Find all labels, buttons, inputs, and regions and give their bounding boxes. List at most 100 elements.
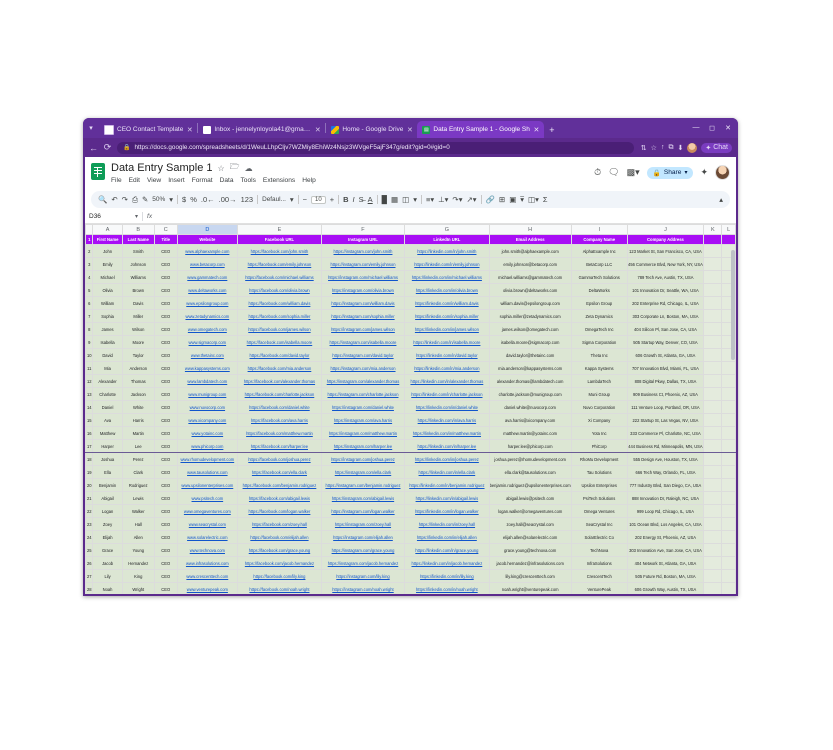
- table-cell[interactable]: Sigma Corporation: [570, 335, 628, 349]
- table-row[interactable]: 4 Michael Williams CEO www.gammatech.com http…: [85, 270, 736, 284]
- table-cell[interactable]: [721, 426, 736, 440]
- row-header[interactable]: 28: [85, 582, 94, 594]
- column-header-l[interactable]: L: [721, 224, 736, 235]
- table-cell[interactable]: www.xicompany.com: [176, 413, 239, 427]
- table-row[interactable]: 12 Alexander Thomas CEO www.lambdatech.com ht…: [85, 374, 736, 388]
- browser-tab-2[interactable]: Home - Google Drive ✕: [326, 121, 417, 138]
- table-cell[interactable]: Harris: [121, 413, 155, 427]
- table-cell[interactable]: Brown: [121, 283, 155, 297]
- table-cell[interactable]: Harper: [92, 439, 123, 453]
- row-header[interactable]: 18: [85, 452, 94, 466]
- table-cell[interactable]: Muni Group: [570, 387, 628, 401]
- table-cell[interactable]: [703, 569, 723, 583]
- sum-icon[interactable]: Σ: [542, 195, 548, 204]
- gemini-sparkle-icon[interactable]: ✦: [700, 167, 708, 177]
- star-icon[interactable]: ☆: [217, 163, 225, 173]
- table-cell[interactable]: Omega Ventures: [570, 504, 628, 518]
- table-cell[interactable]: 707 Innovation Blvd, Miami, FL, USA: [626, 361, 705, 375]
- back-icon[interactable]: ←: [89, 142, 98, 153]
- table-cell[interactable]: https://facebook.com/olivia.brown: [237, 283, 322, 297]
- table-cell[interactable]: Taylor: [121, 348, 155, 362]
- table-cell[interactable]: https://linkedin.com/in/david.taylor: [404, 348, 490, 362]
- table-cell[interactable]: https://facebook.com/grace.young: [237, 543, 322, 557]
- table-cell[interactable]: Wright: [121, 582, 155, 594]
- column-header-g[interactable]: G: [404, 224, 490, 235]
- table-cell[interactable]: [721, 439, 736, 453]
- header-cell[interactable]: Instagram URL: [320, 234, 406, 245]
- search-icon[interactable]: 🔍: [98, 195, 108, 204]
- table-cell[interactable]: Davis: [121, 296, 155, 310]
- table-cell[interactable]: [703, 556, 723, 570]
- table-cell[interactable]: CEO: [153, 582, 178, 594]
- table-cell[interactable]: Theta Inc: [570, 348, 628, 362]
- table-cell[interactable]: Wilson: [121, 322, 155, 336]
- table-cell[interactable]: Epsilon Group: [570, 296, 628, 310]
- column-header-j[interactable]: J: [626, 224, 705, 235]
- row-header[interactable]: 12: [85, 374, 94, 388]
- table-cell[interactable]: https://facebook.com/emily.johnson: [237, 257, 322, 271]
- table-cell[interactable]: www.psitech.com: [176, 491, 239, 505]
- table-row[interactable]: 9 Isabella Moore CEO www.sigmacorp.com https:…: [85, 335, 736, 349]
- text-color-icon[interactable]: A: [367, 195, 373, 204]
- table-cell[interactable]: Grace: [92, 543, 123, 557]
- chevron-down-icon[interactable]: ▾: [135, 214, 139, 220]
- table-cell[interactable]: Joshua: [92, 452, 123, 466]
- table-cell[interactable]: https://linkedin.com/in/joshua.perez: [404, 452, 490, 466]
- table-cell[interactable]: www.infrasolutions.com: [176, 556, 239, 570]
- table-cell[interactable]: 303 Innovation Ave, San Jose, CA, USA: [626, 543, 705, 557]
- table-cell[interactable]: [703, 270, 723, 284]
- table-cell[interactable]: Isabella: [92, 335, 123, 349]
- table-cell[interactable]: William: [92, 296, 123, 310]
- table-cell[interactable]: [721, 491, 736, 505]
- table-cell[interactable]: CEO: [153, 400, 178, 414]
- spreadsheet-grid[interactable]: A B C D E F G H I J K L 1 First Name Last Name Title Web…: [85, 224, 736, 594]
- table-row[interactable]: 27 Lily King CEO www.crescenttech.com https:/…: [85, 569, 736, 583]
- table-cell[interactable]: david.taylor@thetainc.com: [488, 348, 572, 362]
- reload-icon[interactable]: ⟳: [103, 142, 112, 152]
- table-cell[interactable]: Logan: [92, 504, 123, 518]
- table-cell[interactable]: https://facebook.com/isabella.moore: [237, 335, 322, 349]
- fill-color-icon[interactable]: █: [381, 195, 387, 204]
- chevron-down-icon[interactable]: ▾: [413, 195, 417, 204]
- browser-tab-1[interactable]: M Inbox - jennelynloyola41@gmail.c ✕: [198, 121, 325, 138]
- table-cell[interactable]: Allen: [121, 530, 155, 544]
- table-cell[interactable]: [703, 543, 723, 557]
- table-cell[interactable]: CEO: [153, 348, 178, 362]
- table-cell[interactable]: sophia.miller@zetadynamics.com: [488, 309, 572, 323]
- table-cell[interactable]: CEO: [153, 491, 178, 505]
- table-cell[interactable]: [703, 387, 723, 401]
- table-cell[interactable]: Noah: [92, 582, 123, 594]
- table-cell[interactable]: 999 Loop Rd, Chicago, IL, USA: [626, 504, 705, 518]
- user-avatar[interactable]: [715, 165, 730, 180]
- table-cell[interactable]: grace.young@technova.com: [488, 543, 572, 557]
- table-cell[interactable]: CEO: [153, 270, 178, 284]
- table-cell[interactable]: LambdaTech: [570, 374, 628, 388]
- table-cell[interactable]: https://instagram.com/harper.lee: [320, 439, 406, 453]
- table-row[interactable]: 15 Ava Harris CEO www.xicompany.com https://f…: [85, 413, 736, 427]
- table-cell[interactable]: CEO: [153, 296, 178, 310]
- row-header[interactable]: 22: [85, 504, 94, 518]
- table-row[interactable]: 16 Matthew Martin CEO www.yotainc.com https:/…: [85, 426, 736, 440]
- table-cell[interactable]: www.gammatech.com: [176, 270, 239, 284]
- functions-icon[interactable]: ◫▾: [528, 195, 539, 204]
- menu-item-help[interactable]: Help: [302, 177, 316, 184]
- table-cell[interactable]: OmegaTech Inc: [570, 322, 628, 336]
- row-header[interactable]: 25: [85, 543, 94, 557]
- table-cell[interactable]: www.munigroup.com: [176, 387, 239, 401]
- table-cell[interactable]: 789 Tech Ave, Austin, TX, USA: [626, 270, 705, 284]
- table-cell[interactable]: [721, 569, 736, 583]
- table-cell[interactable]: Daniel: [92, 400, 123, 414]
- table-cell[interactable]: Hernandez: [121, 556, 155, 570]
- row-header[interactable]: 3: [85, 257, 94, 271]
- column-header-a[interactable]: A: [92, 224, 123, 235]
- table-cell[interactable]: https://linkedin.com/in/matthew.martin: [404, 426, 490, 440]
- table-cell[interactable]: 101 Innovation Dr, Seattle, WA, USA: [626, 283, 705, 297]
- table-cell[interactable]: noah.wright@venturepeak.com: [488, 582, 572, 594]
- decrease-decimal-icon[interactable]: .0←: [200, 195, 215, 204]
- table-row[interactable]: 25 Grace Young CEO www.technova.com https://f…: [85, 543, 736, 557]
- profile-avatar[interactable]: [687, 142, 698, 153]
- table-cell[interactable]: www.omegaventures.com: [176, 504, 239, 518]
- table-cell[interactable]: Young: [121, 543, 155, 557]
- table-cell[interactable]: https://facebook.com/benjamin.rodriguez: [237, 478, 322, 492]
- table-cell[interactable]: [721, 452, 736, 466]
